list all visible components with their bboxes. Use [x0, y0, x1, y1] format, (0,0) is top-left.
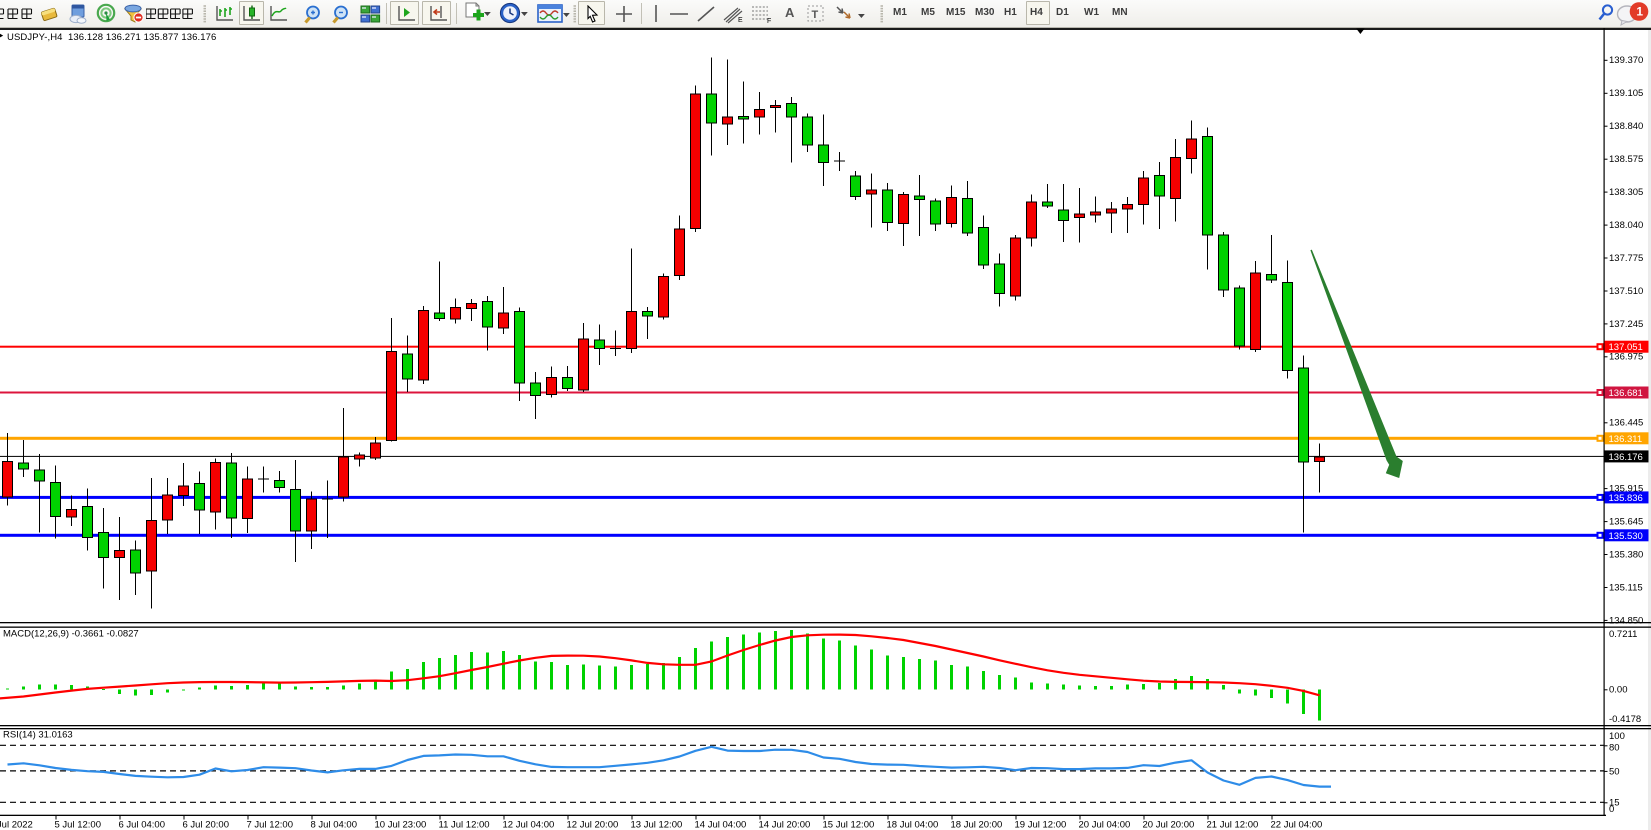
- svg-text:6 Jul 04:00: 6 Jul 04:00: [119, 820, 165, 830]
- svg-text:135.115: 135.115: [1609, 582, 1643, 593]
- svg-text:4 Jul 2022: 4 Jul 2022: [0, 820, 33, 830]
- svg-text:50: 50: [1609, 766, 1620, 777]
- svg-text:1: 1: [1636, 5, 1643, 19]
- svg-text:0: 0: [1609, 804, 1614, 815]
- svg-text:8 Jul 04:00: 8 Jul 04:00: [311, 820, 357, 830]
- svg-text:134.850: 134.850: [1609, 615, 1643, 626]
- svg-text:22 Jul 04:00: 22 Jul 04:00: [1271, 820, 1323, 830]
- svg-text:137.775: 137.775: [1609, 253, 1643, 264]
- svg-text:19 Jul 12:00: 19 Jul 12:00: [1015, 820, 1067, 830]
- svg-text:18 Jul 20:00: 18 Jul 20:00: [951, 820, 1003, 830]
- svg-text:MACD(12,26,9) -0.3661 -0.0827: MACD(12,26,9) -0.3661 -0.0827: [3, 629, 139, 640]
- svg-text:E: E: [738, 17, 743, 24]
- svg-text:135.380: 135.380: [1609, 549, 1643, 560]
- svg-text:-0.4178: -0.4178: [1609, 714, 1641, 725]
- svg-text:136.681: 136.681: [1609, 388, 1643, 399]
- svg-text:137.051: 137.051: [1609, 342, 1643, 353]
- svg-text:0.00: 0.00: [1609, 685, 1628, 696]
- svg-text:13 Jul 12:00: 13 Jul 12:00: [631, 820, 683, 830]
- svg-text:15 Jul 12:00: 15 Jul 12:00: [823, 820, 875, 830]
- svg-text:80: 80: [1609, 743, 1620, 754]
- svg-text:15: 15: [1609, 797, 1620, 808]
- svg-text:138.305: 138.305: [1609, 187, 1643, 198]
- svg-text:136.176: 136.176: [1609, 452, 1643, 463]
- svg-text:139.370: 139.370: [1609, 55, 1643, 66]
- svg-text:USDJPY-,H4 136.128 136.271 13: USDJPY-,H4 136.128 136.271 135.877 136.1…: [7, 32, 216, 43]
- svg-text:136.311: 136.311: [1609, 434, 1643, 445]
- svg-text:10 Jul 23:00: 10 Jul 23:00: [375, 820, 427, 830]
- svg-text:135.915: 135.915: [1609, 484, 1643, 495]
- svg-text:138.575: 138.575: [1609, 154, 1643, 165]
- svg-text:18 Jul 04:00: 18 Jul 04:00: [887, 820, 939, 830]
- svg-text:100: 100: [1609, 731, 1625, 742]
- svg-text:20 Jul 20:00: 20 Jul 20:00: [1143, 820, 1195, 830]
- svg-text:21 Jul 12:00: 21 Jul 12:00: [1207, 820, 1259, 830]
- svg-text:20 Jul 04:00: 20 Jul 04:00: [1079, 820, 1131, 830]
- svg-text:138.840: 138.840: [1609, 121, 1643, 132]
- svg-text:0.7211: 0.7211: [1609, 629, 1637, 640]
- svg-text:14 Jul 04:00: 14 Jul 04:00: [695, 820, 747, 830]
- svg-text:12 Jul 04:00: 12 Jul 04:00: [503, 820, 555, 830]
- svg-text:139.105: 139.105: [1609, 88, 1643, 99]
- svg-text:137.245: 137.245: [1609, 319, 1643, 330]
- svg-text:135.530: 135.530: [1609, 531, 1643, 542]
- svg-text:RSI(14) 31.0163: RSI(14) 31.0163: [3, 730, 73, 741]
- svg-text:7 Jul 12:00: 7 Jul 12:00: [247, 820, 293, 830]
- svg-text:F: F: [767, 18, 771, 24]
- svg-text:137.510: 137.510: [1609, 286, 1643, 297]
- svg-text:138.040: 138.040: [1609, 220, 1643, 231]
- svg-text:12 Jul 20:00: 12 Jul 20:00: [567, 820, 619, 830]
- svg-text:14 Jul 20:00: 14 Jul 20:00: [759, 820, 811, 830]
- svg-text:11 Jul 12:00: 11 Jul 12:00: [439, 820, 490, 830]
- svg-text:T: T: [812, 9, 819, 21]
- svg-text:136.445: 136.445: [1609, 418, 1643, 429]
- svg-text:5 Jul 12:00: 5 Jul 12:00: [55, 820, 101, 830]
- svg-text:135.836: 135.836: [1609, 493, 1643, 504]
- svg-text:136.975: 136.975: [1609, 352, 1643, 363]
- svg-text:6 Jul 20:00: 6 Jul 20:00: [183, 820, 229, 830]
- svg-text:135.645: 135.645: [1609, 517, 1643, 528]
